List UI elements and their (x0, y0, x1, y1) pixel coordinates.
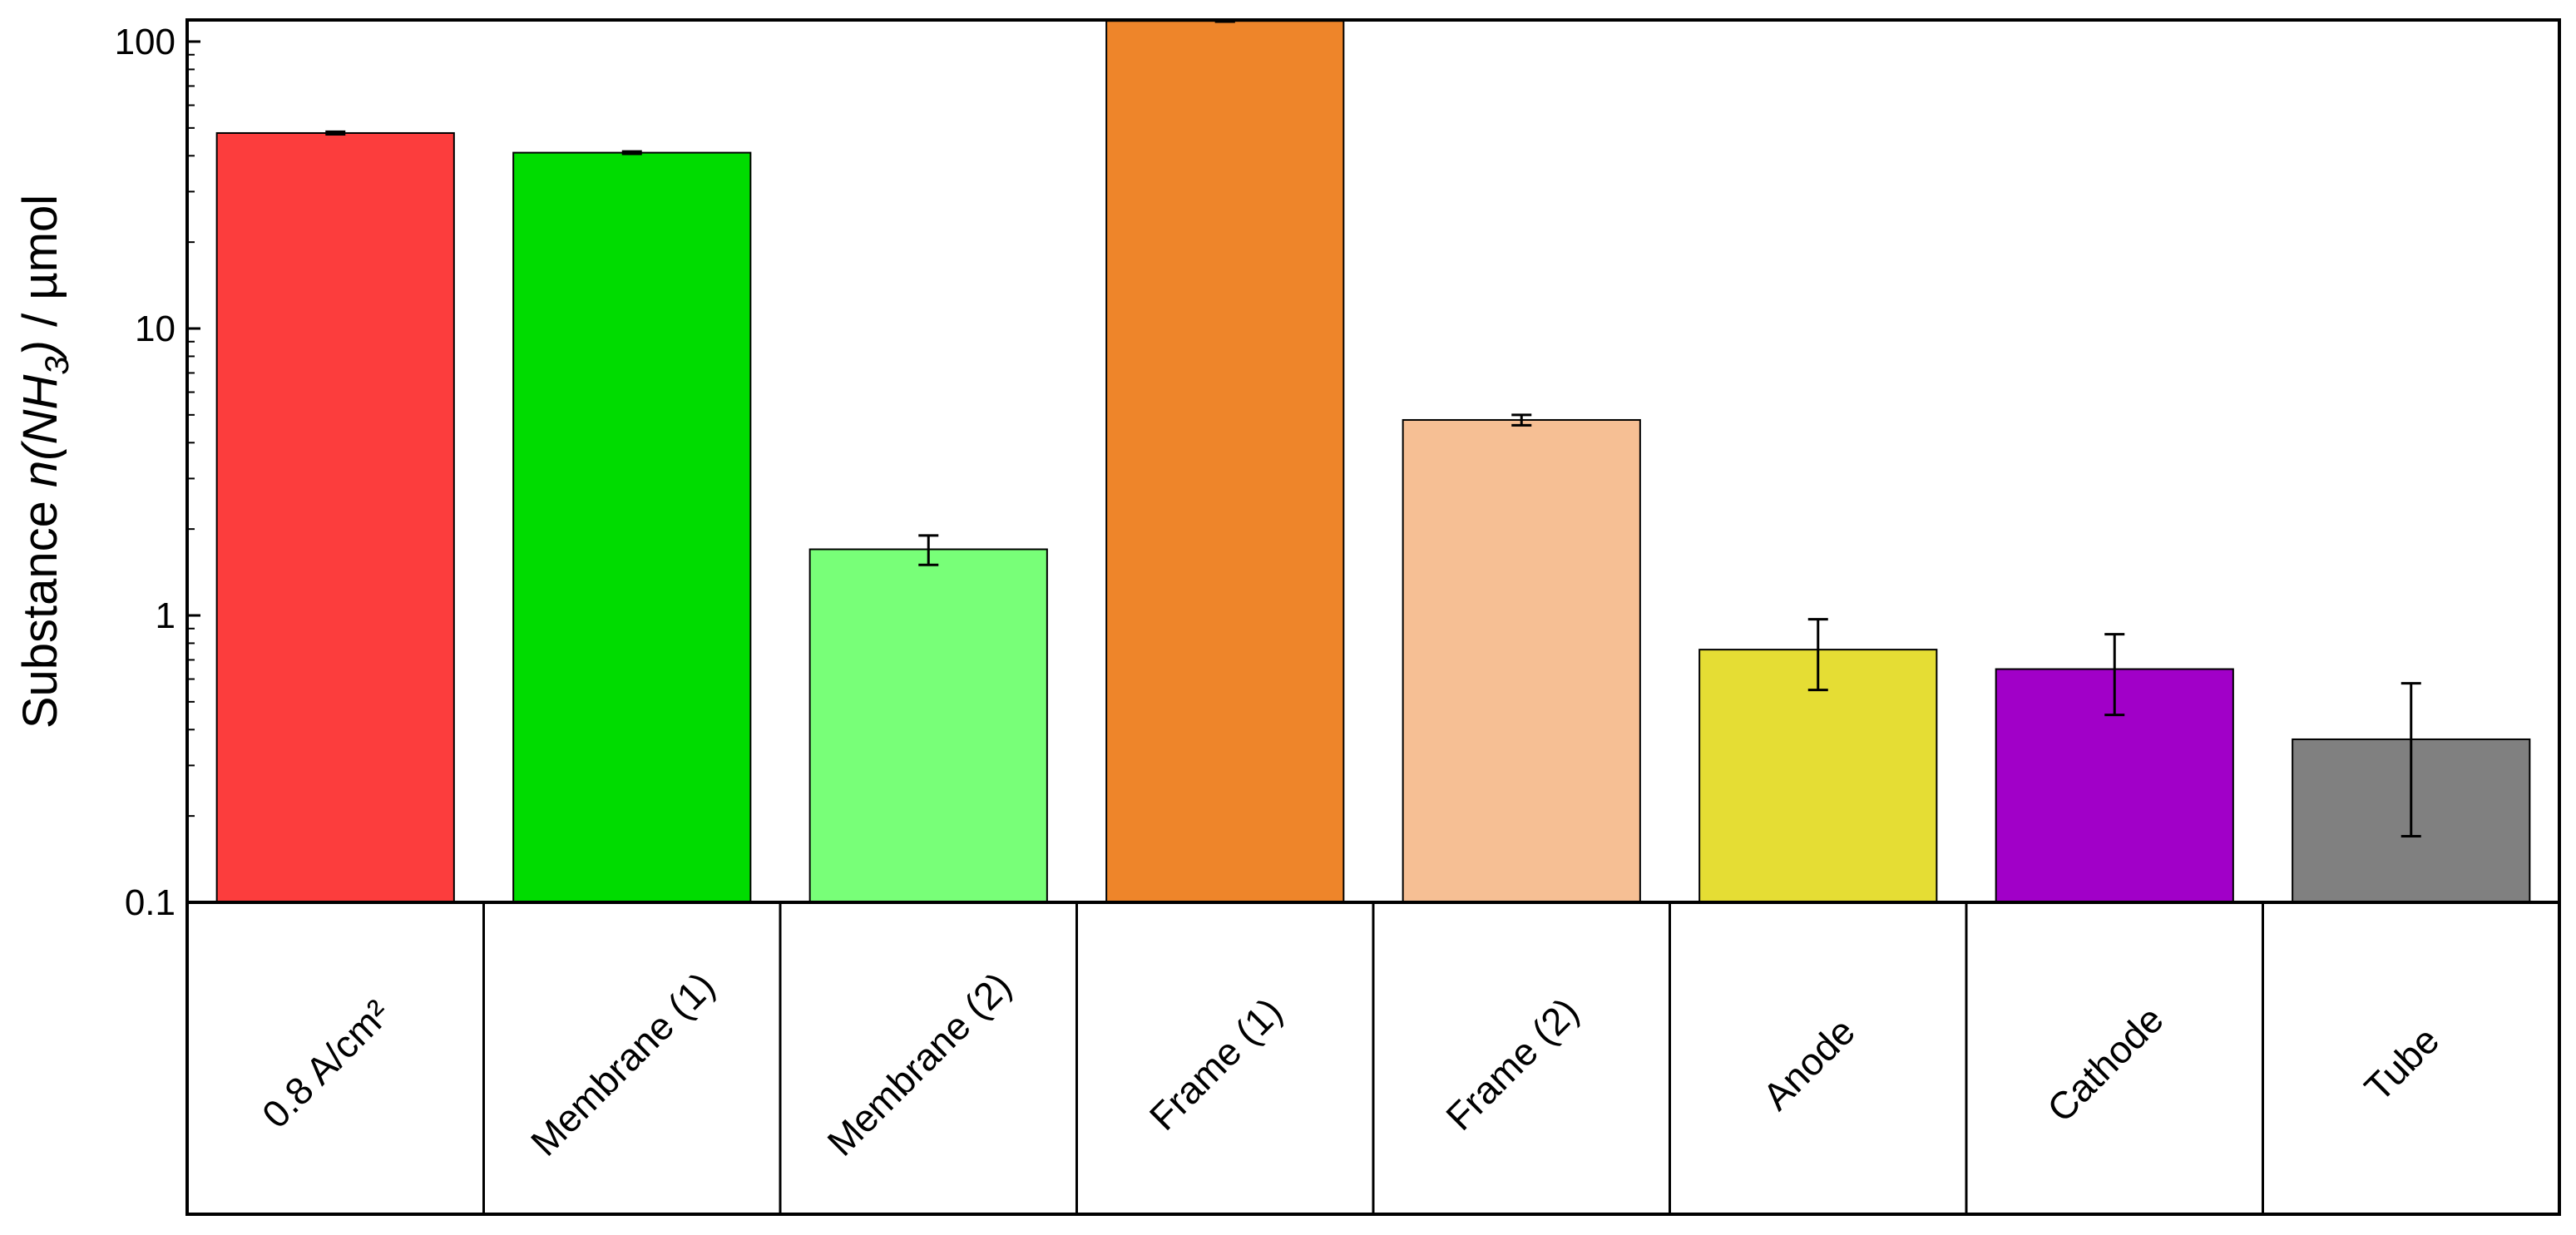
bar-1 (512, 151, 752, 903)
bar-0 (215, 131, 455, 903)
category-label-4: Frame (2) (1437, 989, 1587, 1139)
bar-2 (808, 548, 1048, 903)
bar-5 (1698, 649, 1938, 903)
category-label-7: Tube (2356, 1018, 2448, 1109)
bars-layer (215, 20, 2531, 904)
y-axis-label: Substance n(NH3) / µmol (13, 195, 76, 729)
y-axis: 100 10 1 0.1 (115, 22, 200, 923)
y-tick-label-2: 1 (156, 595, 176, 636)
y-tick-label-3: 0.1 (125, 882, 176, 923)
category-label-3: Frame (1) (1141, 989, 1291, 1139)
category-label-2: Membrane (2) (818, 964, 1019, 1164)
category-label-5: Anode (1754, 1010, 1863, 1119)
category-table: 0.8 A/cm² Membrane (1) Membrane (2) Frame (… (185, 901, 2561, 1216)
category-label-6: Cathode (2039, 997, 2172, 1130)
category-label-1: Membrane (1) (522, 964, 723, 1164)
bar-4 (1402, 418, 1641, 903)
y-tick-label-0: 100 (115, 22, 176, 62)
y-tick-label-1: 10 (135, 309, 176, 349)
bar-3 (1105, 20, 1345, 904)
category-label-0: 0.8 A/cm² (254, 991, 398, 1136)
